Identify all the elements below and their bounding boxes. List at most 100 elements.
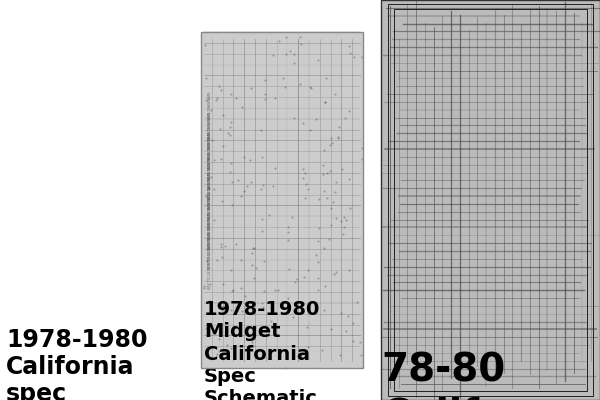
Point	[290, 279, 299, 285]
Point	[338, 230, 348, 237]
Point	[319, 188, 329, 194]
Point	[271, 165, 280, 172]
Point	[311, 252, 321, 258]
Point	[344, 267, 354, 274]
Bar	[394, 9, 587, 391]
Point	[227, 202, 237, 208]
Point	[289, 60, 299, 66]
Point	[257, 300, 267, 306]
Point	[325, 236, 334, 242]
Point	[227, 266, 236, 273]
Text: spec: spec	[6, 382, 67, 400]
Point	[217, 156, 226, 162]
Point	[341, 216, 350, 223]
Point	[313, 287, 323, 293]
Point	[259, 258, 269, 265]
Point	[249, 274, 259, 281]
Point	[260, 95, 270, 102]
Point	[257, 216, 266, 223]
Point	[344, 42, 354, 49]
Point	[273, 287, 283, 293]
Point	[218, 112, 228, 118]
Point	[231, 241, 241, 247]
Point	[200, 42, 210, 48]
Bar	[388, 4, 593, 396]
Text: California: California	[6, 355, 134, 379]
Point	[283, 229, 293, 236]
Point	[314, 196, 324, 202]
Point	[349, 320, 358, 326]
Point	[318, 171, 328, 177]
Point	[349, 54, 359, 60]
Point	[320, 283, 329, 289]
Point	[226, 90, 236, 97]
Point	[358, 54, 367, 60]
Point	[319, 147, 329, 154]
Point	[217, 198, 227, 204]
Point	[348, 338, 358, 344]
Point	[305, 127, 315, 134]
Point	[280, 364, 290, 371]
Point	[313, 238, 322, 244]
Point	[256, 127, 266, 134]
Point	[335, 352, 345, 358]
Text: KEY TO 1978 WIRING DIAGRAMS: KEY TO 1978 WIRING DIAGRAMS	[208, 191, 212, 249]
Point	[225, 124, 235, 130]
Point	[226, 345, 236, 352]
Point	[263, 355, 272, 361]
Point	[281, 34, 291, 40]
Point	[205, 298, 214, 305]
Bar	[381, 0, 600, 400]
Point	[278, 75, 287, 82]
Point	[259, 288, 269, 294]
Point	[251, 265, 260, 271]
Point	[236, 284, 246, 291]
Point	[317, 347, 327, 354]
Point	[319, 245, 329, 251]
Point	[211, 97, 221, 104]
Point	[328, 140, 337, 146]
Point	[223, 342, 232, 348]
Point	[356, 352, 366, 358]
Point	[306, 85, 316, 92]
Point	[202, 193, 211, 199]
Point	[237, 307, 247, 314]
Point	[247, 84, 256, 91]
Point	[228, 287, 238, 294]
Point	[266, 318, 276, 324]
Point	[299, 273, 309, 280]
Point	[218, 142, 227, 149]
Point	[296, 40, 306, 47]
Point	[288, 314, 298, 321]
Point	[237, 104, 247, 110]
Point	[225, 132, 235, 138]
Text: KEY TO 1978 WIRING DIAGRAMS: KEY TO 1978 WIRING DIAGRAMS	[208, 91, 212, 149]
Point	[258, 182, 268, 188]
Point	[246, 179, 256, 186]
Point	[202, 74, 211, 81]
Point	[270, 94, 280, 101]
Text: 1978-1980: 1978-1980	[204, 300, 320, 319]
Point	[217, 307, 227, 313]
Text: KEY TO 1978 WIRING DIAGRAMS: KEY TO 1978 WIRING DIAGRAMS	[208, 211, 212, 269]
Point	[227, 160, 236, 166]
Point	[341, 328, 351, 334]
Point	[339, 214, 349, 220]
Point	[248, 245, 257, 252]
Text: KEY TO 1978 WIRING DIAGRAMS: KEY TO 1978 WIRING DIAGRAMS	[208, 111, 212, 169]
Point	[236, 257, 246, 263]
Point	[344, 176, 354, 182]
Point	[346, 205, 355, 212]
Point	[231, 304, 241, 310]
Point	[299, 166, 308, 173]
Point	[295, 34, 305, 40]
Bar	[381, 0, 600, 400]
Point	[207, 137, 217, 143]
Point	[256, 185, 266, 192]
Point	[343, 313, 353, 319]
Point	[227, 288, 236, 294]
Point	[209, 216, 219, 223]
Point	[292, 276, 301, 282]
Point	[247, 261, 257, 268]
Point	[225, 169, 235, 176]
